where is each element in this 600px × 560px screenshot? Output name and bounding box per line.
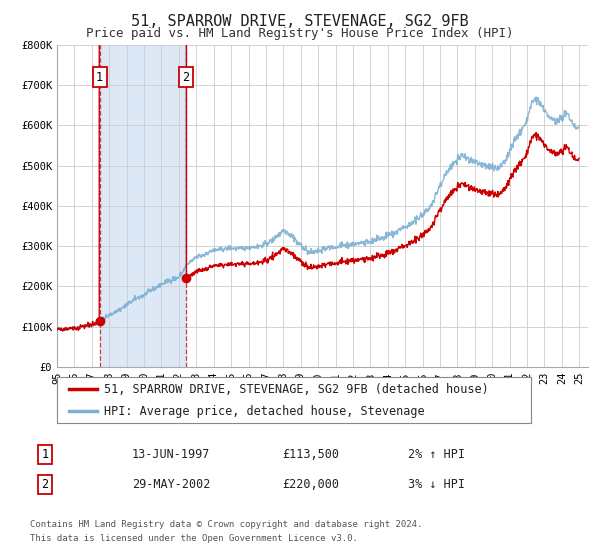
Text: 2: 2 [41, 478, 49, 491]
Text: £113,500: £113,500 [282, 448, 339, 461]
Text: Contains HM Land Registry data © Crown copyright and database right 2024.: Contains HM Land Registry data © Crown c… [30, 520, 422, 529]
Text: HPI: Average price, detached house, Stevenage: HPI: Average price, detached house, Stev… [104, 405, 425, 418]
Text: 2% ↑ HPI: 2% ↑ HPI [408, 448, 465, 461]
Text: 29-MAY-2002: 29-MAY-2002 [132, 478, 211, 491]
Text: 2: 2 [182, 71, 190, 83]
Text: 51, SPARROW DRIVE, STEVENAGE, SG2 9FB: 51, SPARROW DRIVE, STEVENAGE, SG2 9FB [131, 14, 469, 29]
Text: This data is licensed under the Open Government Licence v3.0.: This data is licensed under the Open Gov… [30, 534, 358, 543]
Text: 51, SPARROW DRIVE, STEVENAGE, SG2 9FB (detached house): 51, SPARROW DRIVE, STEVENAGE, SG2 9FB (d… [104, 383, 489, 396]
Bar [100, 45, 186, 367]
Text: 1: 1 [41, 448, 49, 461]
Text: 1: 1 [96, 71, 103, 83]
Text: 3% ↓ HPI: 3% ↓ HPI [408, 478, 465, 491]
Text: 13-JUN-1997: 13-JUN-1997 [132, 448, 211, 461]
Text: £220,000: £220,000 [282, 478, 339, 491]
Text: Price paid vs. HM Land Registry's House Price Index (HPI): Price paid vs. HM Land Registry's House … [86, 27, 514, 40]
